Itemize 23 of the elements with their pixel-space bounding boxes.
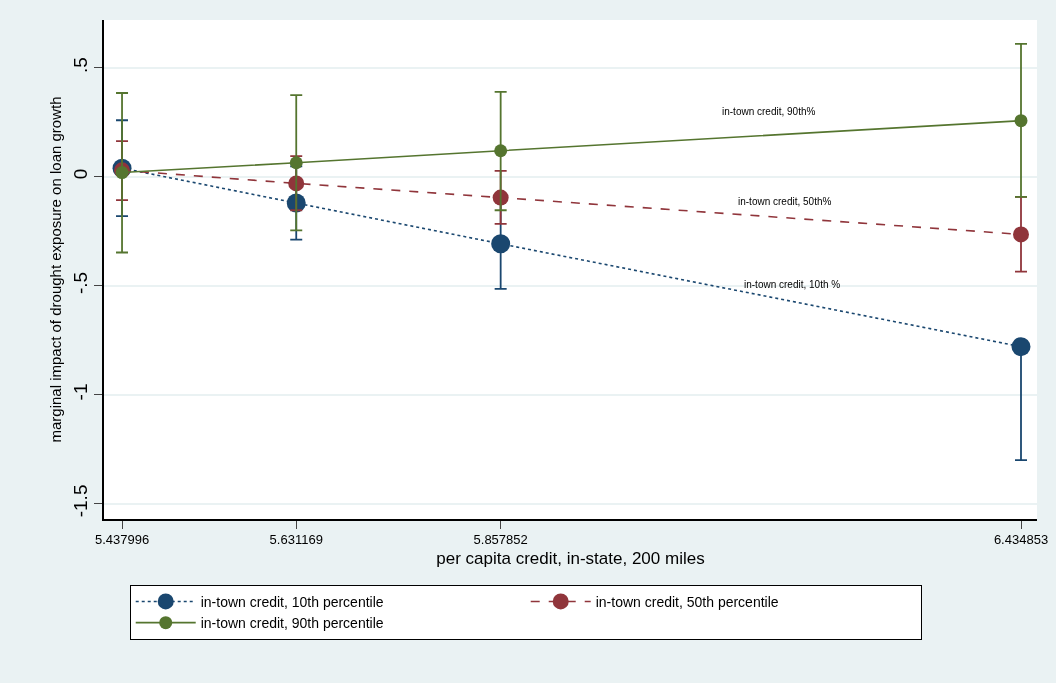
point bbox=[289, 156, 303, 170]
x-tick-label: 5.857852 bbox=[473, 532, 528, 548]
annotation: in-town credit, 90th% bbox=[722, 106, 816, 117]
y-tick-label: -.5 bbox=[69, 271, 91, 295]
point bbox=[1013, 226, 1029, 243]
y-axis-title: marginal impact of drought exposure on loan growth bbox=[47, 96, 65, 443]
point bbox=[1014, 114, 1028, 128]
y-tick-label: .5 bbox=[69, 57, 91, 74]
y-tick-label: -1 bbox=[69, 383, 91, 401]
legend-label: in-town credit, 50th percentile bbox=[595, 593, 779, 610]
x-tick-label: 5.631169 bbox=[269, 532, 323, 548]
x-tick-label: 5.437996 bbox=[94, 532, 150, 548]
annotation: in-town credit, 50th% bbox=[738, 196, 832, 207]
legend-label: in-town credit, 10th percentile bbox=[200, 593, 384, 610]
annotation: in-town credit, 10th % bbox=[744, 279, 841, 290]
y-tick-label: 0 bbox=[69, 168, 91, 180]
x-tick-label: 6.434853 bbox=[993, 532, 1049, 548]
point bbox=[1011, 337, 1031, 357]
legend-label: in-town credit, 90th percentile bbox=[200, 615, 384, 632]
x-axis-title: per capita credit, in-state, 200 miles bbox=[436, 549, 705, 569]
point bbox=[491, 234, 511, 254]
point bbox=[494, 144, 508, 158]
y-tick-label: -1.5 bbox=[69, 484, 91, 518]
